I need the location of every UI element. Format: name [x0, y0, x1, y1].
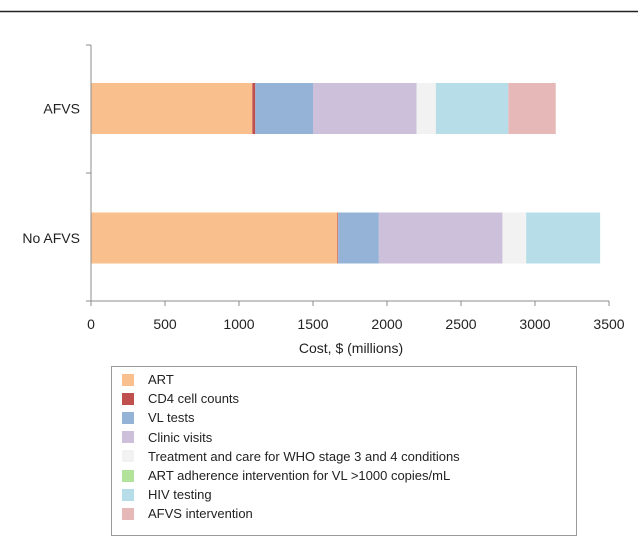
legend-item: Clinic visits	[122, 428, 212, 447]
legend-label: Clinic visits	[148, 429, 213, 445]
legend-item: ART	[122, 370, 174, 389]
x-axis-title: Cost, $ (millions)	[299, 340, 403, 356]
legend-swatch	[122, 431, 134, 444]
bar-segment-1-6	[526, 212, 601, 264]
legend-label: ART adherence intervention for VL >1000 …	[148, 468, 451, 483]
legend-label: VL tests	[148, 410, 195, 426]
x-tick-label: 0	[87, 316, 95, 332]
bars-group	[91, 83, 601, 264]
x-tick-label: 1500	[297, 316, 328, 332]
bar-segment-0-3	[313, 83, 417, 134]
legend-item: AFVS intervention	[122, 504, 253, 523]
legend-item: ART adherence intervention for VL >1000 …	[122, 466, 450, 485]
x-tick-label: 3500	[593, 316, 624, 332]
legend-swatch	[122, 507, 134, 520]
legend: ART CD4 cell counts VL tests Clinic visits T…	[111, 366, 577, 536]
legend-label: AFVS intervention	[148, 506, 253, 522]
legend-swatch	[122, 469, 134, 482]
bar-segment-0-1	[252, 83, 256, 134]
legend-swatch	[122, 373, 134, 386]
bar-segment-0-6	[435, 83, 509, 134]
bar-segment-1-3	[378, 212, 503, 264]
axes-group: AFVS No AFVS 0 500 1000 1500 2000 2500 3000 3500	[22, 44, 625, 332]
x-tick-label: 2500	[445, 316, 476, 332]
category-label: AFVS	[43, 101, 80, 117]
legend-label: ART	[148, 372, 174, 387]
legend-swatch	[122, 411, 134, 424]
bar-segment-1-2	[338, 212, 379, 264]
legend-swatch	[122, 450, 134, 463]
x-tick-label: 2000	[371, 316, 402, 332]
legend-item: Treatment and care for WHO stage 3 and 4…	[122, 447, 460, 466]
bar-segment-1-1	[337, 212, 339, 264]
bar-segment-1-0	[91, 212, 338, 264]
legend-item: VL tests	[122, 408, 194, 427]
legend-item: HIV testing	[122, 485, 212, 504]
legend-label: HIV testing	[148, 487, 212, 503]
legend-swatch	[122, 392, 134, 405]
legend-item: CD4 cell counts	[122, 389, 239, 408]
category-label: No AFVS	[22, 230, 80, 246]
bar-segment-0-2	[255, 83, 313, 134]
x-tick-label: 3000	[519, 316, 550, 332]
x-tick-label: 1000	[223, 316, 254, 332]
bar-segment-0-7	[508, 83, 556, 134]
x-tick-label: 500	[153, 316, 177, 332]
bar-segment-0-4	[416, 83, 436, 134]
legend-label: CD4 cell counts	[148, 391, 240, 407]
bar-segment-0-0	[91, 83, 253, 134]
bar-segment-1-4	[502, 212, 527, 264]
legend-swatch	[122, 488, 134, 501]
legend-label: Treatment and care for WHO stage 3 and 4…	[148, 448, 460, 464]
